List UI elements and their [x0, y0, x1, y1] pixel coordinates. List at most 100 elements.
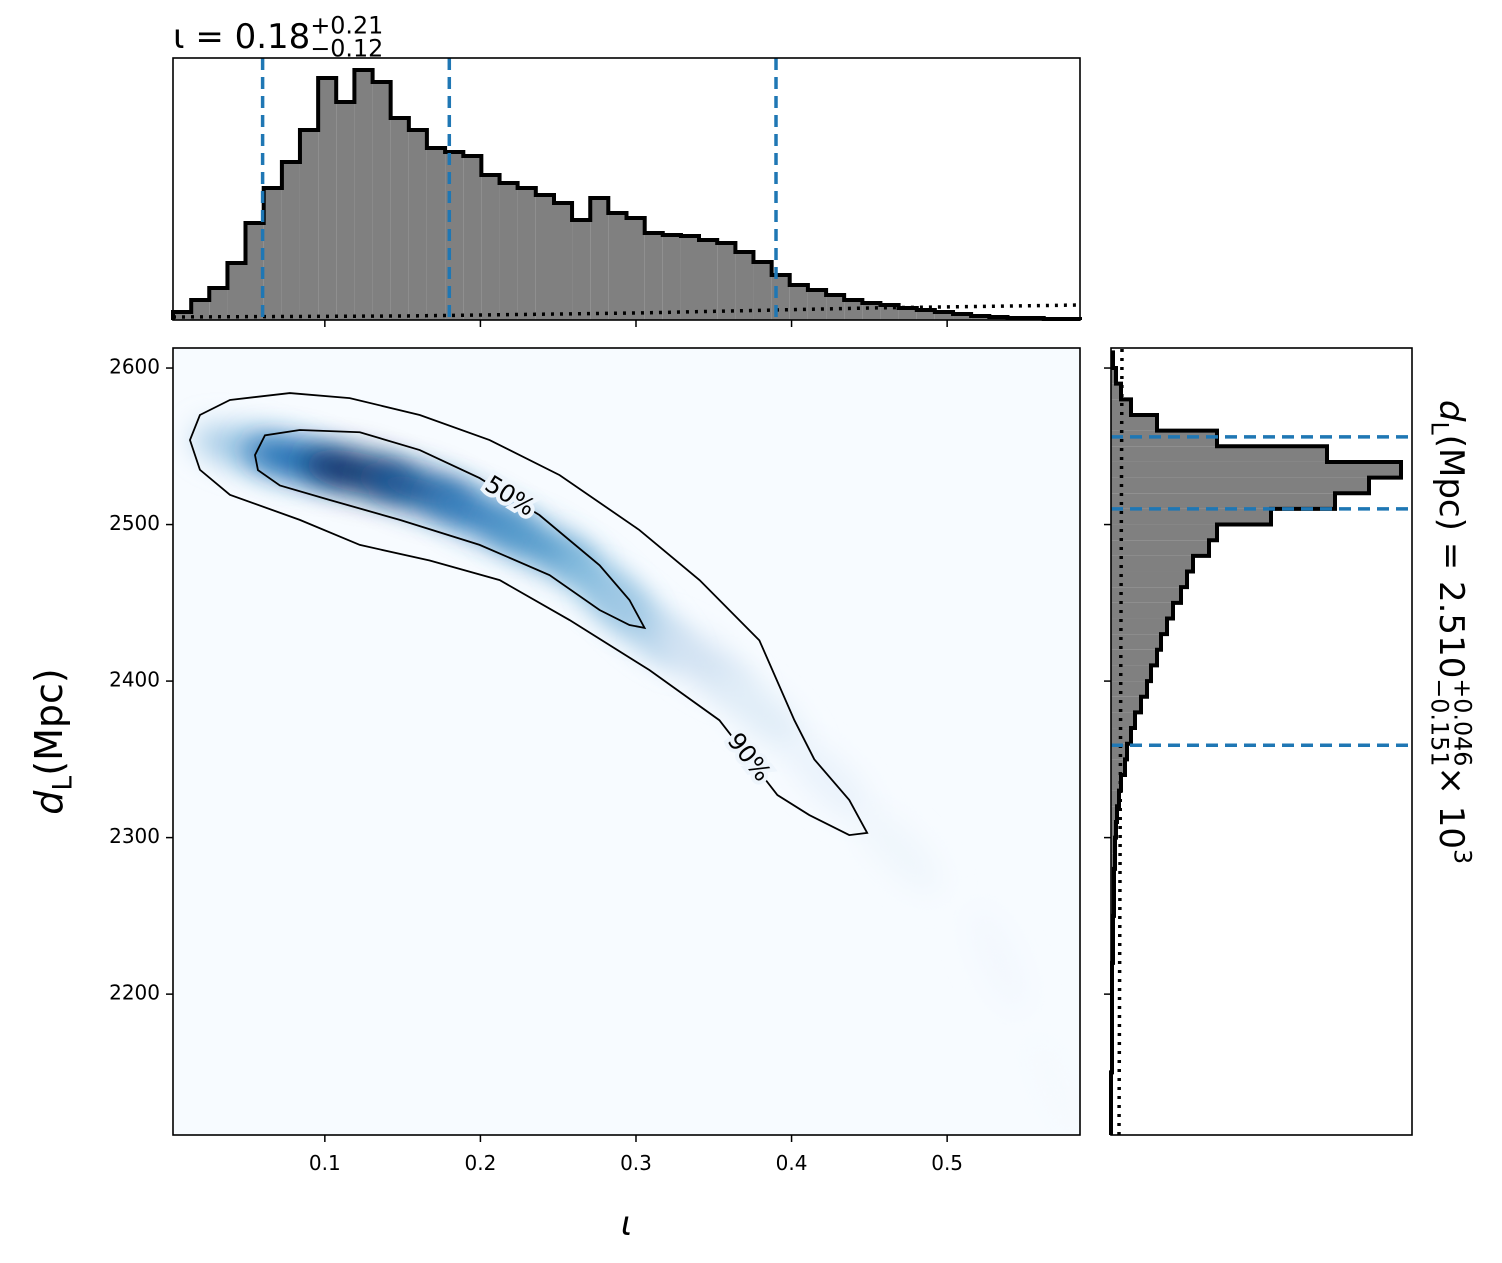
histogram-bar [1111, 368, 1116, 384]
histogram-bar [953, 314, 972, 320]
histogram-bar [1111, 712, 1135, 729]
x-axis-label: ι [621, 1204, 633, 1244]
histogram-bar [535, 195, 555, 320]
x-tick-label: 0.1 [309, 1151, 341, 1175]
histogram-bar [826, 295, 845, 320]
histogram-bar [934, 312, 954, 320]
axes-frame [1110, 347, 1413, 1136]
histogram-bar [789, 285, 808, 320]
histogram-bar [299, 130, 319, 320]
histogram-bar [1111, 759, 1125, 775]
density-blob [968, 906, 1029, 1014]
histogram-bar [1111, 821, 1116, 838]
label-text: −0.151 [1426, 678, 1454, 766]
x-tick-label: 0.3 [620, 1151, 652, 1175]
histogram-bar [1111, 728, 1131, 744]
label-text: +0.21 [310, 12, 383, 40]
histogram-bar [1111, 524, 1217, 541]
histogram-bar [862, 303, 881, 320]
histogram-bar [717, 243, 736, 320]
histogram-bar [209, 288, 228, 320]
label-group: ι = 0.18 +0.21−0.12 [173, 12, 383, 63]
density-blob [1026, 1034, 1080, 1135]
histogram-bar [1111, 446, 1327, 462]
histogram-bar [1111, 774, 1121, 791]
histogram-bar [916, 310, 935, 320]
histogram-bar [390, 118, 409, 320]
histogram-bar [1111, 477, 1369, 494]
histogram-bar [1111, 665, 1151, 682]
y-tick-label: 2600 [109, 355, 160, 379]
histogram-bar [1111, 461, 1401, 478]
histogram-bar [517, 188, 536, 320]
histogram-bar [898, 308, 917, 320]
histogram-bar [1111, 383, 1121, 400]
histogram-bar [753, 262, 772, 320]
histogram-bar [698, 240, 718, 320]
histogram-outline [171, 68, 1082, 321]
histogram-bar [1111, 681, 1147, 697]
histogram-bar [1111, 399, 1131, 415]
density-blob [712, 670, 805, 752]
label-text: (Mpc) = 2.510 [1431, 435, 1471, 679]
density-layer [189, 392, 1080, 1135]
histogram-bar [1111, 649, 1157, 666]
y-tick-label: 2200 [109, 981, 160, 1005]
histogram-bar [1111, 806, 1117, 822]
label-group: dL (Mpc) [27, 668, 79, 814]
histogram-bar [227, 263, 246, 320]
histogram-bar [1111, 508, 1271, 525]
label-text: +0.046 [1448, 678, 1476, 766]
side-label: dL (Mpc) = 2.510+0.046−0.151 × 103 [1426, 400, 1477, 864]
histogram-bar [1111, 430, 1217, 447]
histogram-bar [1111, 587, 1181, 603]
label-text: × 10 [1431, 766, 1471, 849]
histogram-bar [662, 235, 681, 320]
contour-line [254, 429, 647, 630]
histogram-bar [1111, 743, 1127, 760]
density-blob [855, 806, 943, 894]
y-tick-label: 2400 [109, 668, 160, 692]
histogram-bar [372, 82, 391, 320]
label-text: d [1431, 400, 1471, 422]
x-tick-label: 0.2 [465, 1151, 497, 1175]
label-text: −0.12 [310, 35, 383, 63]
histogram-bar [1111, 493, 1335, 509]
histogram-outline [1109, 350, 1403, 1135]
histogram-bar [590, 198, 609, 320]
axes-frame [172, 57, 1081, 321]
histogram-bar [354, 70, 373, 320]
label-text: ι = 0.18 [173, 17, 310, 57]
histogram-bar [1111, 790, 1119, 807]
histogram-bar [336, 102, 355, 320]
axes-frame [172, 347, 1081, 1136]
label-text: (Mpc) [27, 668, 71, 775]
histogram-bar [318, 78, 337, 320]
histogram-bar [408, 130, 427, 320]
histogram-bar [1111, 414, 1157, 431]
histogram-bar [572, 220, 591, 320]
histogram-bar [735, 252, 754, 320]
histogram-bar [680, 236, 699, 320]
histogram-bar [807, 290, 827, 320]
label-text: 3 [1448, 849, 1476, 864]
histogram-bar [499, 183, 518, 320]
histogram-bar [463, 156, 482, 320]
histogram-bar [426, 148, 446, 320]
histogram-bar [644, 233, 663, 320]
label-group: dL (Mpc) = 2.510+0.046−0.151 × 103 [1426, 400, 1477, 864]
contour-line [189, 392, 869, 837]
histogram-bar [1111, 540, 1209, 556]
label-text: L [48, 776, 79, 791]
prior-line [172, 303, 1081, 319]
histogram-bar [191, 300, 210, 320]
x-tick-label: 0.4 [776, 1151, 808, 1175]
label-text: L [1426, 421, 1454, 435]
histogram-bar [844, 300, 863, 320]
y-axis-label: dL (Mpc) [27, 668, 79, 814]
histogram-bar [245, 223, 264, 320]
histogram-bar [626, 218, 645, 320]
histogram-bar [554, 203, 573, 320]
histogram-bar [263, 188, 282, 320]
